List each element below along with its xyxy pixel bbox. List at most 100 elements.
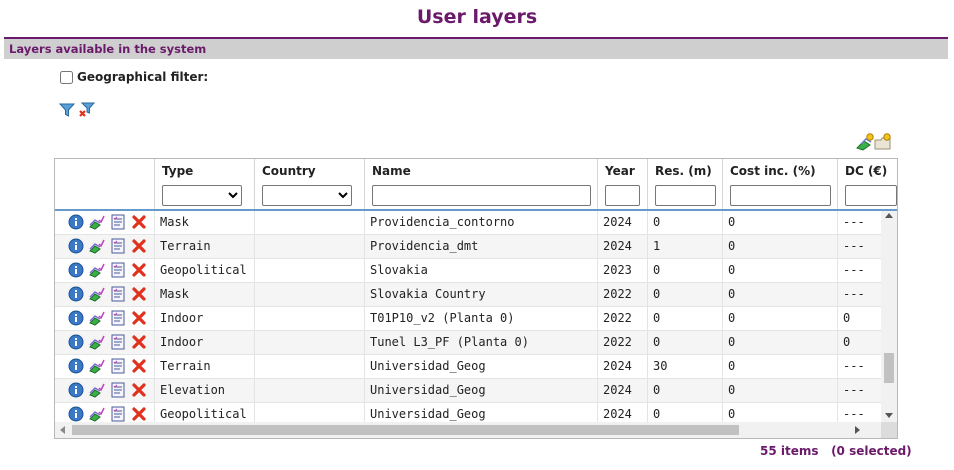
cell-cost: 0: [723, 331, 838, 355]
horizontal-scroll-thumb[interactable]: [72, 425, 739, 435]
cell-dc: ---: [843, 407, 865, 421]
cell-country: [255, 379, 365, 403]
floor-plan-icon[interactable]: [110, 358, 126, 374]
dc-filter-input[interactable]: [845, 185, 897, 206]
country-filter-select[interactable]: [262, 185, 352, 206]
delete-icon[interactable]: [131, 310, 147, 326]
edit-layer-icon[interactable]: [89, 382, 105, 398]
column-country-title: Country: [262, 164, 316, 178]
info-icon[interactable]: [68, 238, 84, 254]
floor-plan-icon[interactable]: [110, 238, 126, 254]
scroll-left-arrow[interactable]: [60, 426, 65, 434]
cell-cost: 0: [723, 259, 838, 283]
column-resolution: Res. (m): [648, 159, 723, 209]
cell-resolution: 0: [648, 259, 723, 283]
scroll-right-arrow[interactable]: [855, 426, 860, 434]
cell-country: [255, 355, 365, 379]
cell-country: [255, 307, 365, 331]
edit-layer-icon[interactable]: [89, 334, 105, 350]
delete-icon[interactable]: [131, 214, 147, 230]
grid-header: Type Country Name Year Res. (m) Cost inc…: [55, 159, 897, 211]
funnel-remove-icon[interactable]: [79, 102, 96, 118]
edit-layer-icon[interactable]: [89, 262, 105, 278]
scroll-down-arrow[interactable]: [885, 413, 893, 418]
cell-cost: 0: [723, 235, 838, 259]
vertical-scroll-thumb[interactable]: [884, 353, 894, 383]
info-icon[interactable]: [68, 286, 84, 302]
cell-name: Providencia_dmt: [365, 235, 598, 259]
floor-plan-icon[interactable]: [110, 262, 126, 278]
cell-year: 2023: [598, 259, 648, 283]
scroll-up-arrow[interactable]: [885, 213, 893, 218]
table-row[interactable]: Geopolitical Universidad_Geog 2024 0 0 -…: [55, 403, 883, 423]
edit-layer-icon[interactable]: [89, 214, 105, 230]
vertical-scrollbar[interactable]: [881, 211, 897, 423]
table-row[interactable]: Elevation Universidad_Geog 2024 0 0 ---: [55, 379, 883, 403]
cell-resolution: 0: [648, 283, 723, 307]
table-row[interactable]: Mask Providencia_contorno 2024 0 0 ---: [55, 211, 883, 235]
cell-resolution: 0: [648, 379, 723, 403]
info-icon[interactable]: [68, 334, 84, 350]
row-actions: [55, 307, 155, 331]
cell-name: Slovakia Country: [365, 283, 598, 307]
table-row[interactable]: Geopolitical Slovakia 2023 0 0 ---: [55, 259, 883, 283]
floor-plan-icon[interactable]: [110, 214, 126, 230]
cell-name: Tunel L3_PF (Planta 0): [365, 331, 598, 355]
delete-icon[interactable]: [131, 286, 147, 302]
type-filter-select[interactable]: [162, 185, 242, 206]
year-filter-input[interactable]: [605, 185, 640, 206]
horizontal-scrollbar[interactable]: [55, 422, 883, 438]
row-actions: [55, 283, 155, 307]
info-icon[interactable]: [68, 382, 84, 398]
geographical-filter-checkbox[interactable]: [60, 70, 73, 84]
edit-layer-icon[interactable]: [89, 286, 105, 302]
info-icon[interactable]: [68, 262, 84, 278]
name-filter-input[interactable]: [372, 185, 591, 206]
info-icon[interactable]: [68, 214, 84, 230]
new-folder-icon[interactable]: [874, 133, 891, 150]
row-actions: [55, 211, 155, 235]
table-row[interactable]: Mask Slovakia Country 2022 0 0 ---: [55, 283, 883, 307]
cell-type: Geopolitical: [155, 403, 255, 423]
edit-layer-icon[interactable]: [89, 406, 105, 422]
geographical-filter-label: Geographical filter:: [77, 70, 209, 84]
column-resolution-title: Res. (m): [655, 164, 712, 178]
cost-filter-input[interactable]: [730, 185, 831, 206]
floor-plan-icon[interactable]: [110, 334, 126, 350]
resolution-filter-input[interactable]: [655, 185, 716, 206]
cell-resolution: 1: [648, 235, 723, 259]
floor-plan-icon[interactable]: [110, 406, 126, 422]
info-icon[interactable]: [68, 310, 84, 326]
floor-plan-icon[interactable]: [110, 286, 126, 302]
info-icon[interactable]: [68, 358, 84, 374]
geographical-filter[interactable]: Geographical filter:: [60, 70, 208, 84]
cell-cost: 0: [723, 355, 838, 379]
delete-icon[interactable]: [131, 262, 147, 278]
funnel-icon[interactable]: [58, 102, 76, 118]
edit-layer-icon[interactable]: [89, 358, 105, 374]
delete-icon[interactable]: [131, 238, 147, 254]
column-country: Country: [255, 159, 365, 209]
cell-name: Universidad_Geog: [365, 403, 598, 423]
delete-icon[interactable]: [131, 382, 147, 398]
column-year-title: Year: [605, 164, 635, 178]
cell-dc: ---: [843, 359, 865, 373]
cell-type: Geopolitical: [155, 259, 255, 283]
table-row[interactable]: Terrain Universidad_Geog 2024 30 0 ---: [55, 355, 883, 379]
delete-icon[interactable]: [131, 334, 147, 350]
grid-footer: 55 items (0 selected): [760, 444, 912, 458]
edit-layer-icon[interactable]: [89, 238, 105, 254]
delete-icon[interactable]: [131, 358, 147, 374]
delete-icon[interactable]: [131, 406, 147, 422]
table-row[interactable]: Terrain Providencia_dmt 2024 1 0 ---: [55, 235, 883, 259]
cell-type: Mask: [155, 211, 255, 235]
grid-body: Mask Providencia_contorno 2024 0 0 --- T…: [55, 211, 883, 423]
info-icon[interactable]: [68, 406, 84, 422]
table-row[interactable]: Indoor T01P10_v2 (Planta 0) 2022 0 0 0: [55, 307, 883, 331]
cell-country: [255, 283, 365, 307]
floor-plan-icon[interactable]: [110, 382, 126, 398]
floor-plan-icon[interactable]: [110, 310, 126, 326]
table-row[interactable]: Indoor Tunel L3_PF (Planta 0) 2022 0 0 0: [55, 331, 883, 355]
edit-layer-icon[interactable]: [89, 310, 105, 326]
new-layer-icon[interactable]: [856, 133, 874, 151]
